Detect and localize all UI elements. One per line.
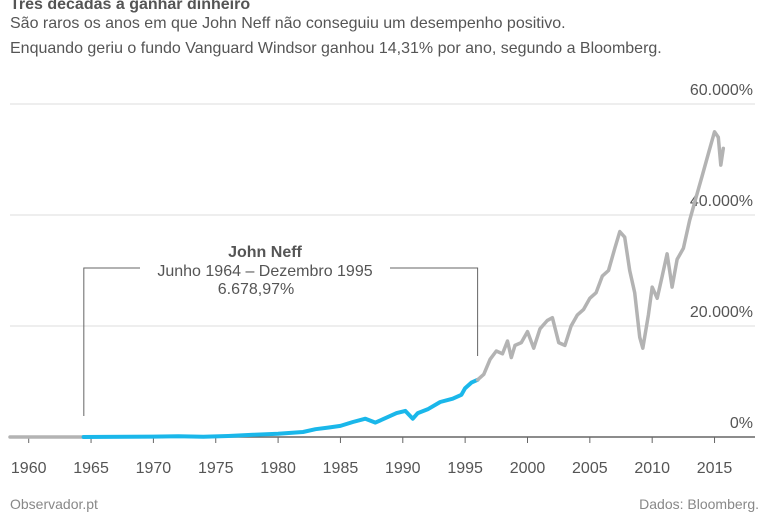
chart-title: Três décadas a ganhar dinheiro <box>10 0 251 13</box>
x-tick-label: 1985 <box>323 460 359 477</box>
x-tick-label: 2000 <box>510 460 546 477</box>
series-line-after <box>475 130 726 382</box>
x-tick-label: 2005 <box>572 460 608 477</box>
footer-source-right: Dados: Bloomberg. <box>639 496 759 512</box>
x-tick-label: 1995 <box>447 460 483 477</box>
x-tick-label: 1970 <box>136 460 172 477</box>
series-line-neff <box>81 377 480 439</box>
chart-subtitle-line-1: São raros os anos em que John Neff não c… <box>10 15 566 32</box>
x-tick-label: 1980 <box>260 460 296 477</box>
y-tick-label: 40.000% <box>690 193 753 210</box>
x-tick-label: 2015 <box>697 460 733 477</box>
y-tick-label: 60.000% <box>690 82 753 99</box>
x-tick-label: 1965 <box>73 460 109 477</box>
annotation-bracket-left <box>83 267 140 416</box>
y-tick-label: 20.000% <box>690 304 753 321</box>
x-tick-label: 1960 <box>11 460 47 477</box>
x-tick-label: 2010 <box>634 460 670 477</box>
x-tick-label: 1990 <box>385 460 421 477</box>
footer-source-left: Observador.pt <box>10 496 98 512</box>
annotation-value: 6.678,97% <box>218 281 295 298</box>
annotation-bracket-right <box>390 267 479 356</box>
annotation-period: Junho 1964 – Dezembro 1995 <box>157 263 372 280</box>
y-tick-label: 0% <box>730 415 753 432</box>
annotation-name: John Neff <box>228 244 302 261</box>
chart-subtitle-line-2: Enquando geriu o fundo Vanguard Windsor … <box>10 40 662 57</box>
x-tick-label: 1975 <box>198 460 234 477</box>
